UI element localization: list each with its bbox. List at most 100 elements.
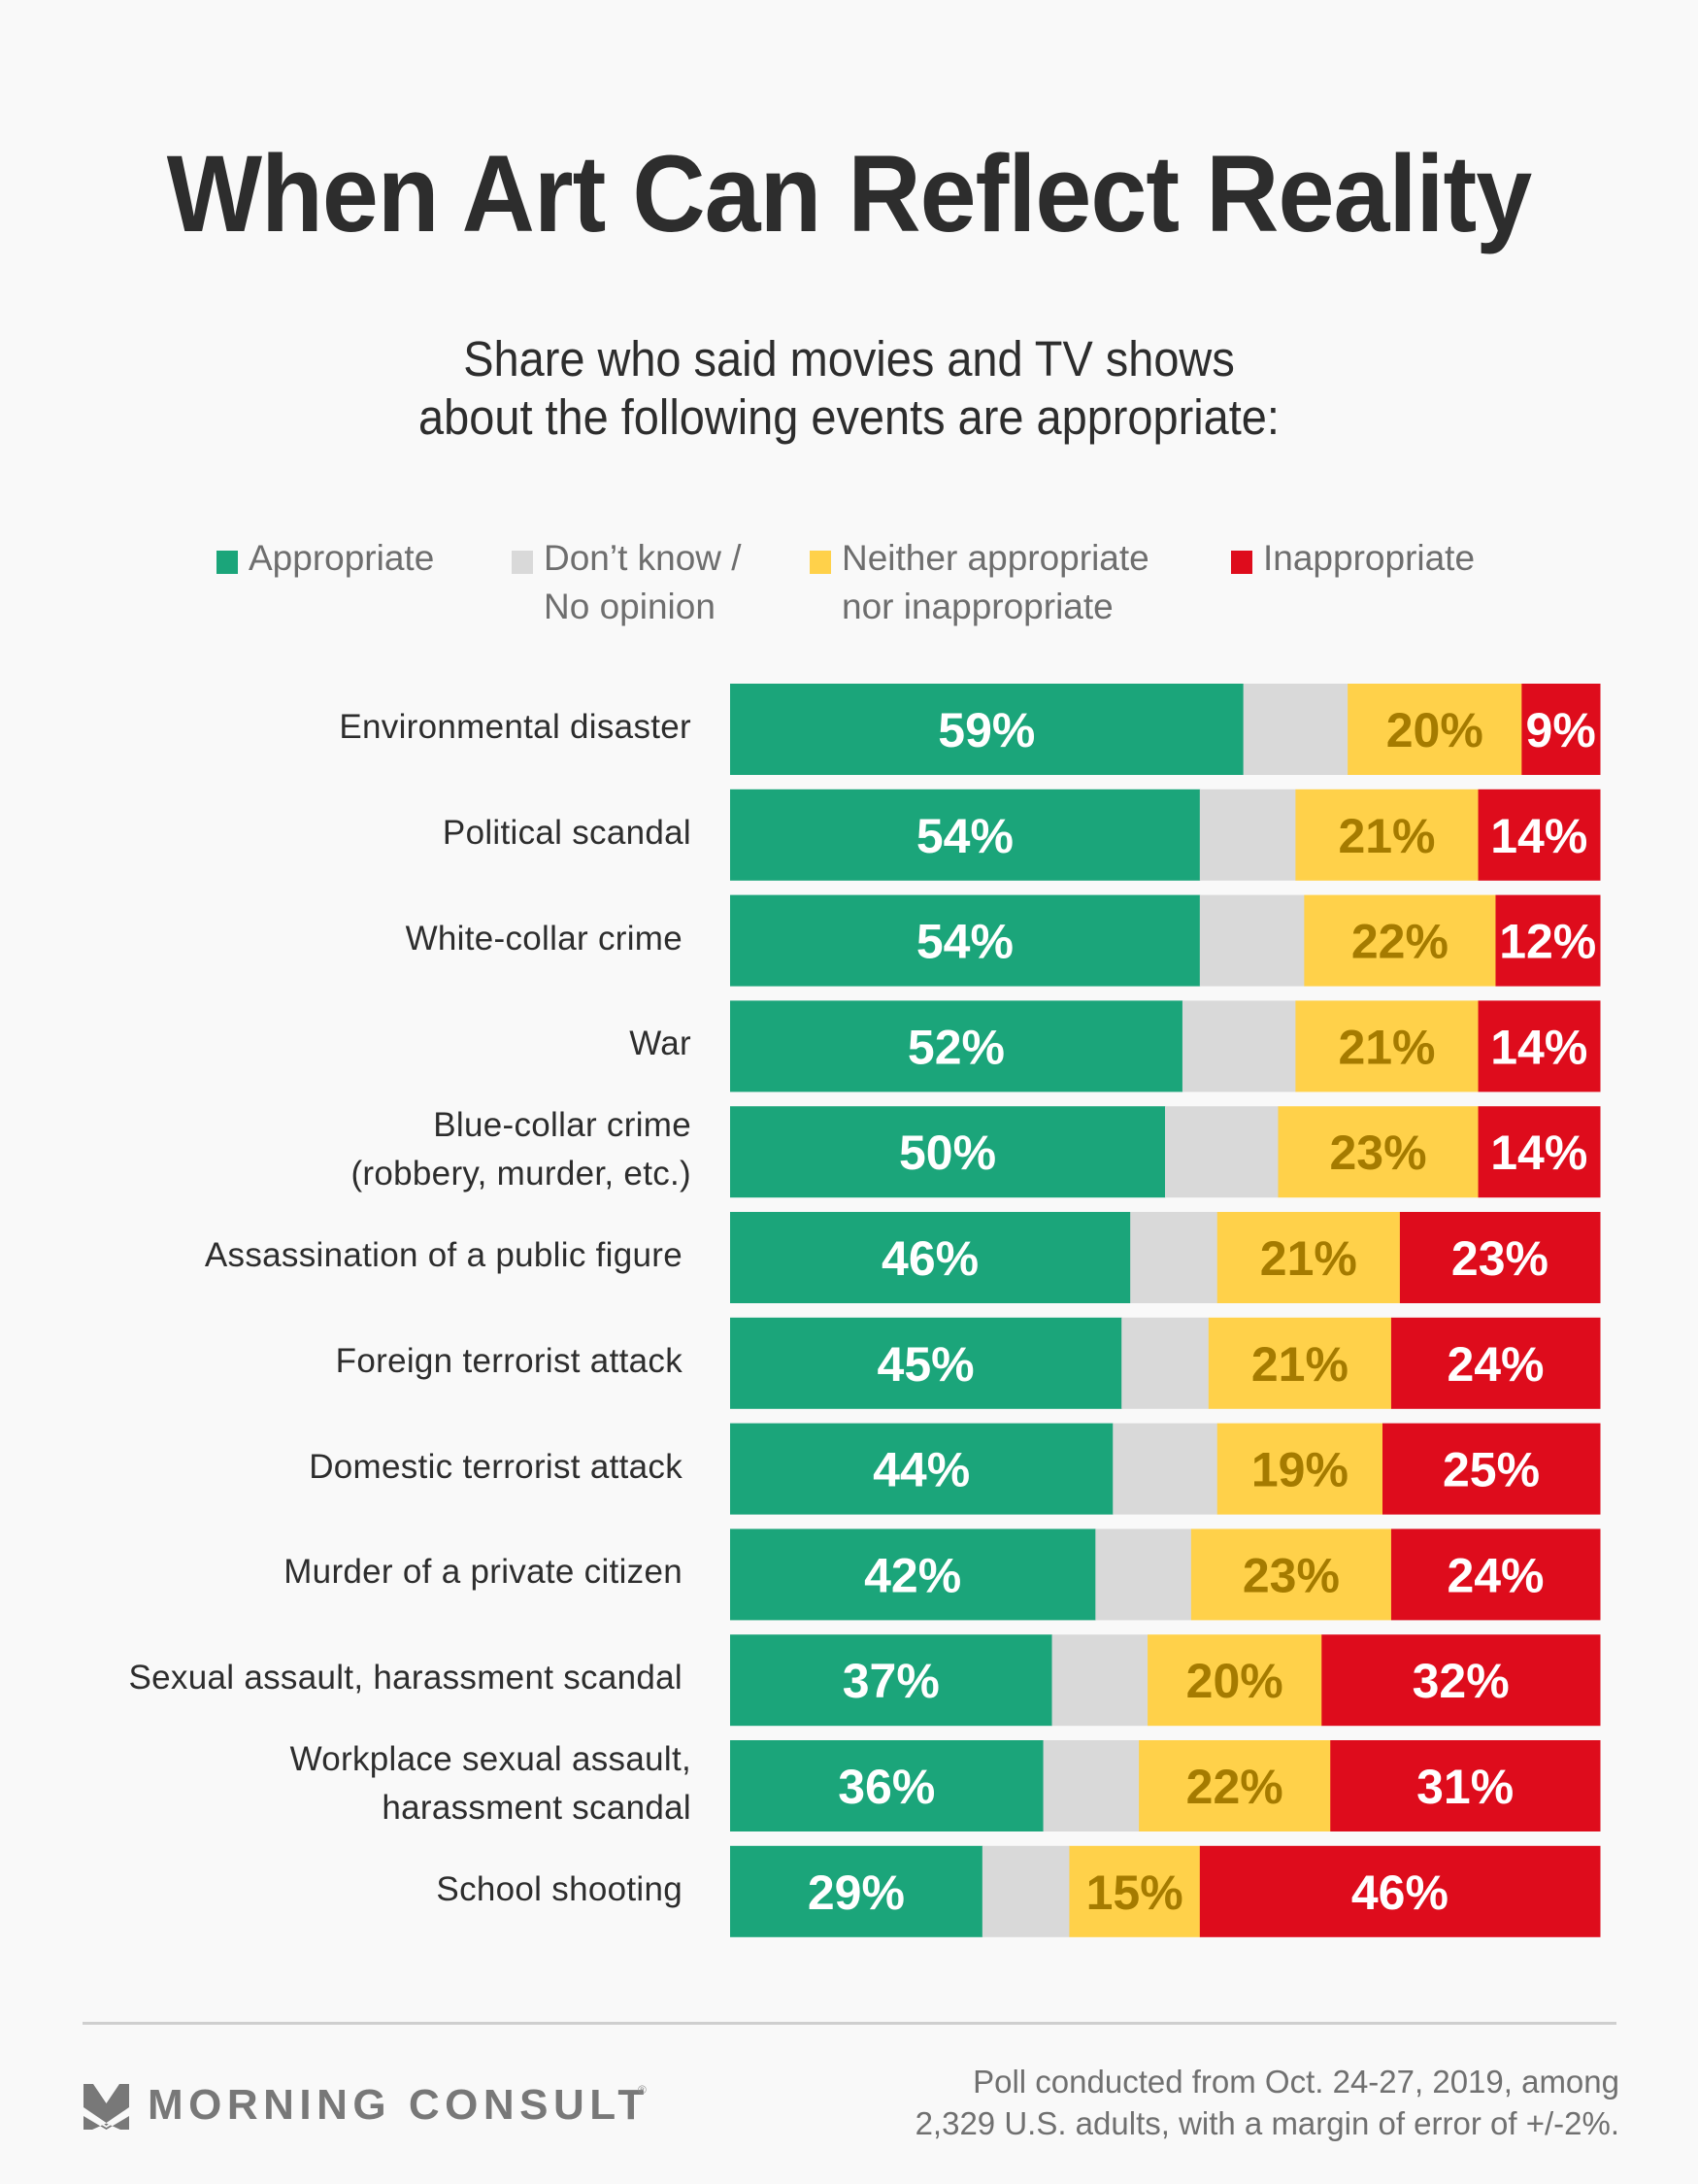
bar-segment-inappropriate bbox=[1495, 894, 1601, 987]
bar-segment-dont_know bbox=[1182, 1000, 1296, 1092]
bar-segment-appropriate bbox=[730, 1740, 1045, 1831]
bar-segment-dont_know bbox=[1095, 1529, 1192, 1621]
data-label-neither: 21% bbox=[1338, 1020, 1435, 1074]
data-label-inappropriate: 14% bbox=[1490, 1126, 1587, 1180]
data-label-neither: 22% bbox=[1186, 1760, 1283, 1814]
note-line: Poll conducted from Oct. 24-27, 2019, am… bbox=[973, 2064, 1619, 2100]
bar-row: 29% 15% 46% bbox=[730, 1845, 1601, 1937]
bar-segment-inappropriate bbox=[1321, 1634, 1601, 1727]
methodology-note: Poll conducted from Oct. 24-27, 2019, am… bbox=[916, 2061, 1619, 2144]
data-label-appropriate: 36% bbox=[838, 1760, 935, 1814]
legend-swatch-icon bbox=[216, 551, 238, 574]
category-label: Blue-collar crime (robbery, murder, etc.) bbox=[350, 1106, 691, 1193]
bar-segment-neither bbox=[1216, 1212, 1401, 1303]
data-label-inappropriate: 31% bbox=[1416, 1760, 1514, 1814]
bar-segment-inappropriate bbox=[1382, 1423, 1601, 1515]
data-label-inappropriate: 25% bbox=[1443, 1443, 1540, 1497]
bar-segment-neither bbox=[1208, 1317, 1392, 1409]
footer-divider bbox=[83, 2022, 1616, 2025]
bar-segment-neither bbox=[1295, 789, 1480, 881]
data-label-neither: 20% bbox=[1186, 1654, 1283, 1708]
bar-row: 52% 21% 14% bbox=[730, 1000, 1601, 1092]
data-label-inappropriate: 24% bbox=[1447, 1548, 1544, 1602]
bar-segment-inappropriate bbox=[1521, 684, 1601, 775]
legend-swatch-icon bbox=[512, 551, 533, 574]
brand-name: MORNING CONSULT bbox=[148, 2081, 649, 2129]
bar-segment-inappropriate bbox=[1199, 1845, 1601, 1937]
data-label-inappropriate: 14% bbox=[1490, 809, 1587, 863]
bar-segment-appropriate bbox=[730, 1212, 1131, 1303]
data-label-neither: 19% bbox=[1251, 1443, 1348, 1497]
legend-swatch-icon bbox=[810, 551, 831, 574]
data-label-appropriate: 50% bbox=[899, 1126, 996, 1180]
bar-segment-appropriate bbox=[730, 1423, 1114, 1515]
bar-segment-inappropriate bbox=[1330, 1740, 1601, 1831]
bar-row: 42% 23% 24% bbox=[730, 1529, 1601, 1621]
data-label-inappropriate: 32% bbox=[1413, 1654, 1510, 1708]
category-label: School shooting bbox=[436, 1869, 683, 1908]
bar-segment-appropriate bbox=[730, 1529, 1096, 1621]
data-label-neither: 23% bbox=[1329, 1126, 1426, 1180]
bar-segment-appropriate bbox=[730, 894, 1201, 987]
bar-segment-neither bbox=[1216, 1423, 1383, 1515]
data-label-neither: 20% bbox=[1386, 703, 1483, 757]
chart-title: When Art Can Reflect Reality bbox=[166, 133, 1532, 254]
bar-segment-dont_know bbox=[1199, 789, 1296, 881]
data-label-inappropriate: 46% bbox=[1351, 1865, 1448, 1920]
note-line: 2,329 U.S. adults, with a margin of erro… bbox=[915, 2105, 1619, 2141]
legend-label: Appropriate bbox=[249, 538, 435, 578]
bar-segment-dont_know bbox=[982, 1845, 1070, 1937]
category-label: Environmental disaster bbox=[339, 708, 691, 746]
data-label-neither: 23% bbox=[1243, 1548, 1340, 1602]
category-label: Murder of a private citizen bbox=[283, 1553, 683, 1592]
bar-segment-appropriate bbox=[730, 1106, 1166, 1198]
bar-row: 44% 19% 25% bbox=[730, 1423, 1601, 1515]
bar-segment-inappropriate bbox=[1390, 1529, 1601, 1621]
bar-segment-dont_know bbox=[1165, 1106, 1279, 1198]
bar-row: 46% 21% 23% bbox=[730, 1212, 1601, 1303]
bar-segment-inappropriate bbox=[1478, 789, 1601, 881]
bar-segment-inappropriate bbox=[1478, 1000, 1601, 1092]
category-label: Workplace sexual assault, harassment scan… bbox=[289, 1740, 691, 1827]
bar-row: 45% 21% 24% bbox=[730, 1317, 1601, 1409]
bar-segment-neither bbox=[1069, 1845, 1201, 1937]
data-label-appropriate: 46% bbox=[882, 1231, 979, 1286]
data-label-appropriate: 37% bbox=[843, 1654, 940, 1708]
data-label-neither: 22% bbox=[1351, 915, 1448, 969]
bar-segment-appropriate bbox=[730, 1317, 1122, 1409]
bar-segment-dont_know bbox=[1113, 1423, 1218, 1515]
category-label: Foreign terrorist attack bbox=[335, 1341, 683, 1380]
bar-segment-neither bbox=[1190, 1529, 1392, 1621]
bar-segment-dont_know bbox=[1130, 1212, 1218, 1303]
data-label-neither: 21% bbox=[1260, 1231, 1357, 1286]
bar-segment-inappropriate bbox=[1390, 1317, 1601, 1409]
data-label-neither: 15% bbox=[1086, 1865, 1183, 1920]
legend-swatch-icon bbox=[1231, 551, 1252, 574]
data-label-appropriate: 44% bbox=[873, 1443, 970, 1497]
bar-segment-neither bbox=[1304, 894, 1496, 987]
bar-segment-dont_know bbox=[1051, 1634, 1149, 1727]
morning-consult-logo-icon bbox=[83, 2084, 129, 2130]
subtitle-line: about the following events are appropria… bbox=[418, 389, 1280, 445]
subtitle-line: Share who said movies and TV shows bbox=[463, 331, 1235, 386]
bar-segment-dont_know bbox=[1199, 894, 1305, 987]
data-label-appropriate: 29% bbox=[808, 1865, 905, 1920]
registered-mark: ® bbox=[638, 2083, 647, 2097]
bar-segment-neither bbox=[1139, 1740, 1331, 1831]
bar-row: 50% 23% 14% bbox=[730, 1106, 1601, 1198]
data-label-appropriate: 54% bbox=[916, 809, 1014, 863]
category-label: Assassination of a public figure bbox=[204, 1236, 683, 1274]
bar-segment-appropriate bbox=[730, 684, 1245, 775]
data-label-inappropriate: 9% bbox=[1526, 703, 1596, 757]
data-label-inappropriate: 12% bbox=[1499, 915, 1596, 969]
bar-segment-appropriate bbox=[730, 1634, 1053, 1727]
chart-subtitle: Share who said movies and TV shows about… bbox=[68, 330, 1630, 447]
bar-segment-neither bbox=[1278, 1106, 1480, 1198]
bar-row: 54% 22% 12% bbox=[730, 894, 1601, 987]
bar-segment-appropriate bbox=[730, 1845, 983, 1937]
data-label-appropriate: 54% bbox=[916, 915, 1014, 969]
bar-segment-inappropriate bbox=[1478, 1106, 1601, 1198]
category-label: Domestic terrorist attack bbox=[309, 1447, 683, 1486]
bar-segment-dont_know bbox=[1043, 1740, 1140, 1831]
